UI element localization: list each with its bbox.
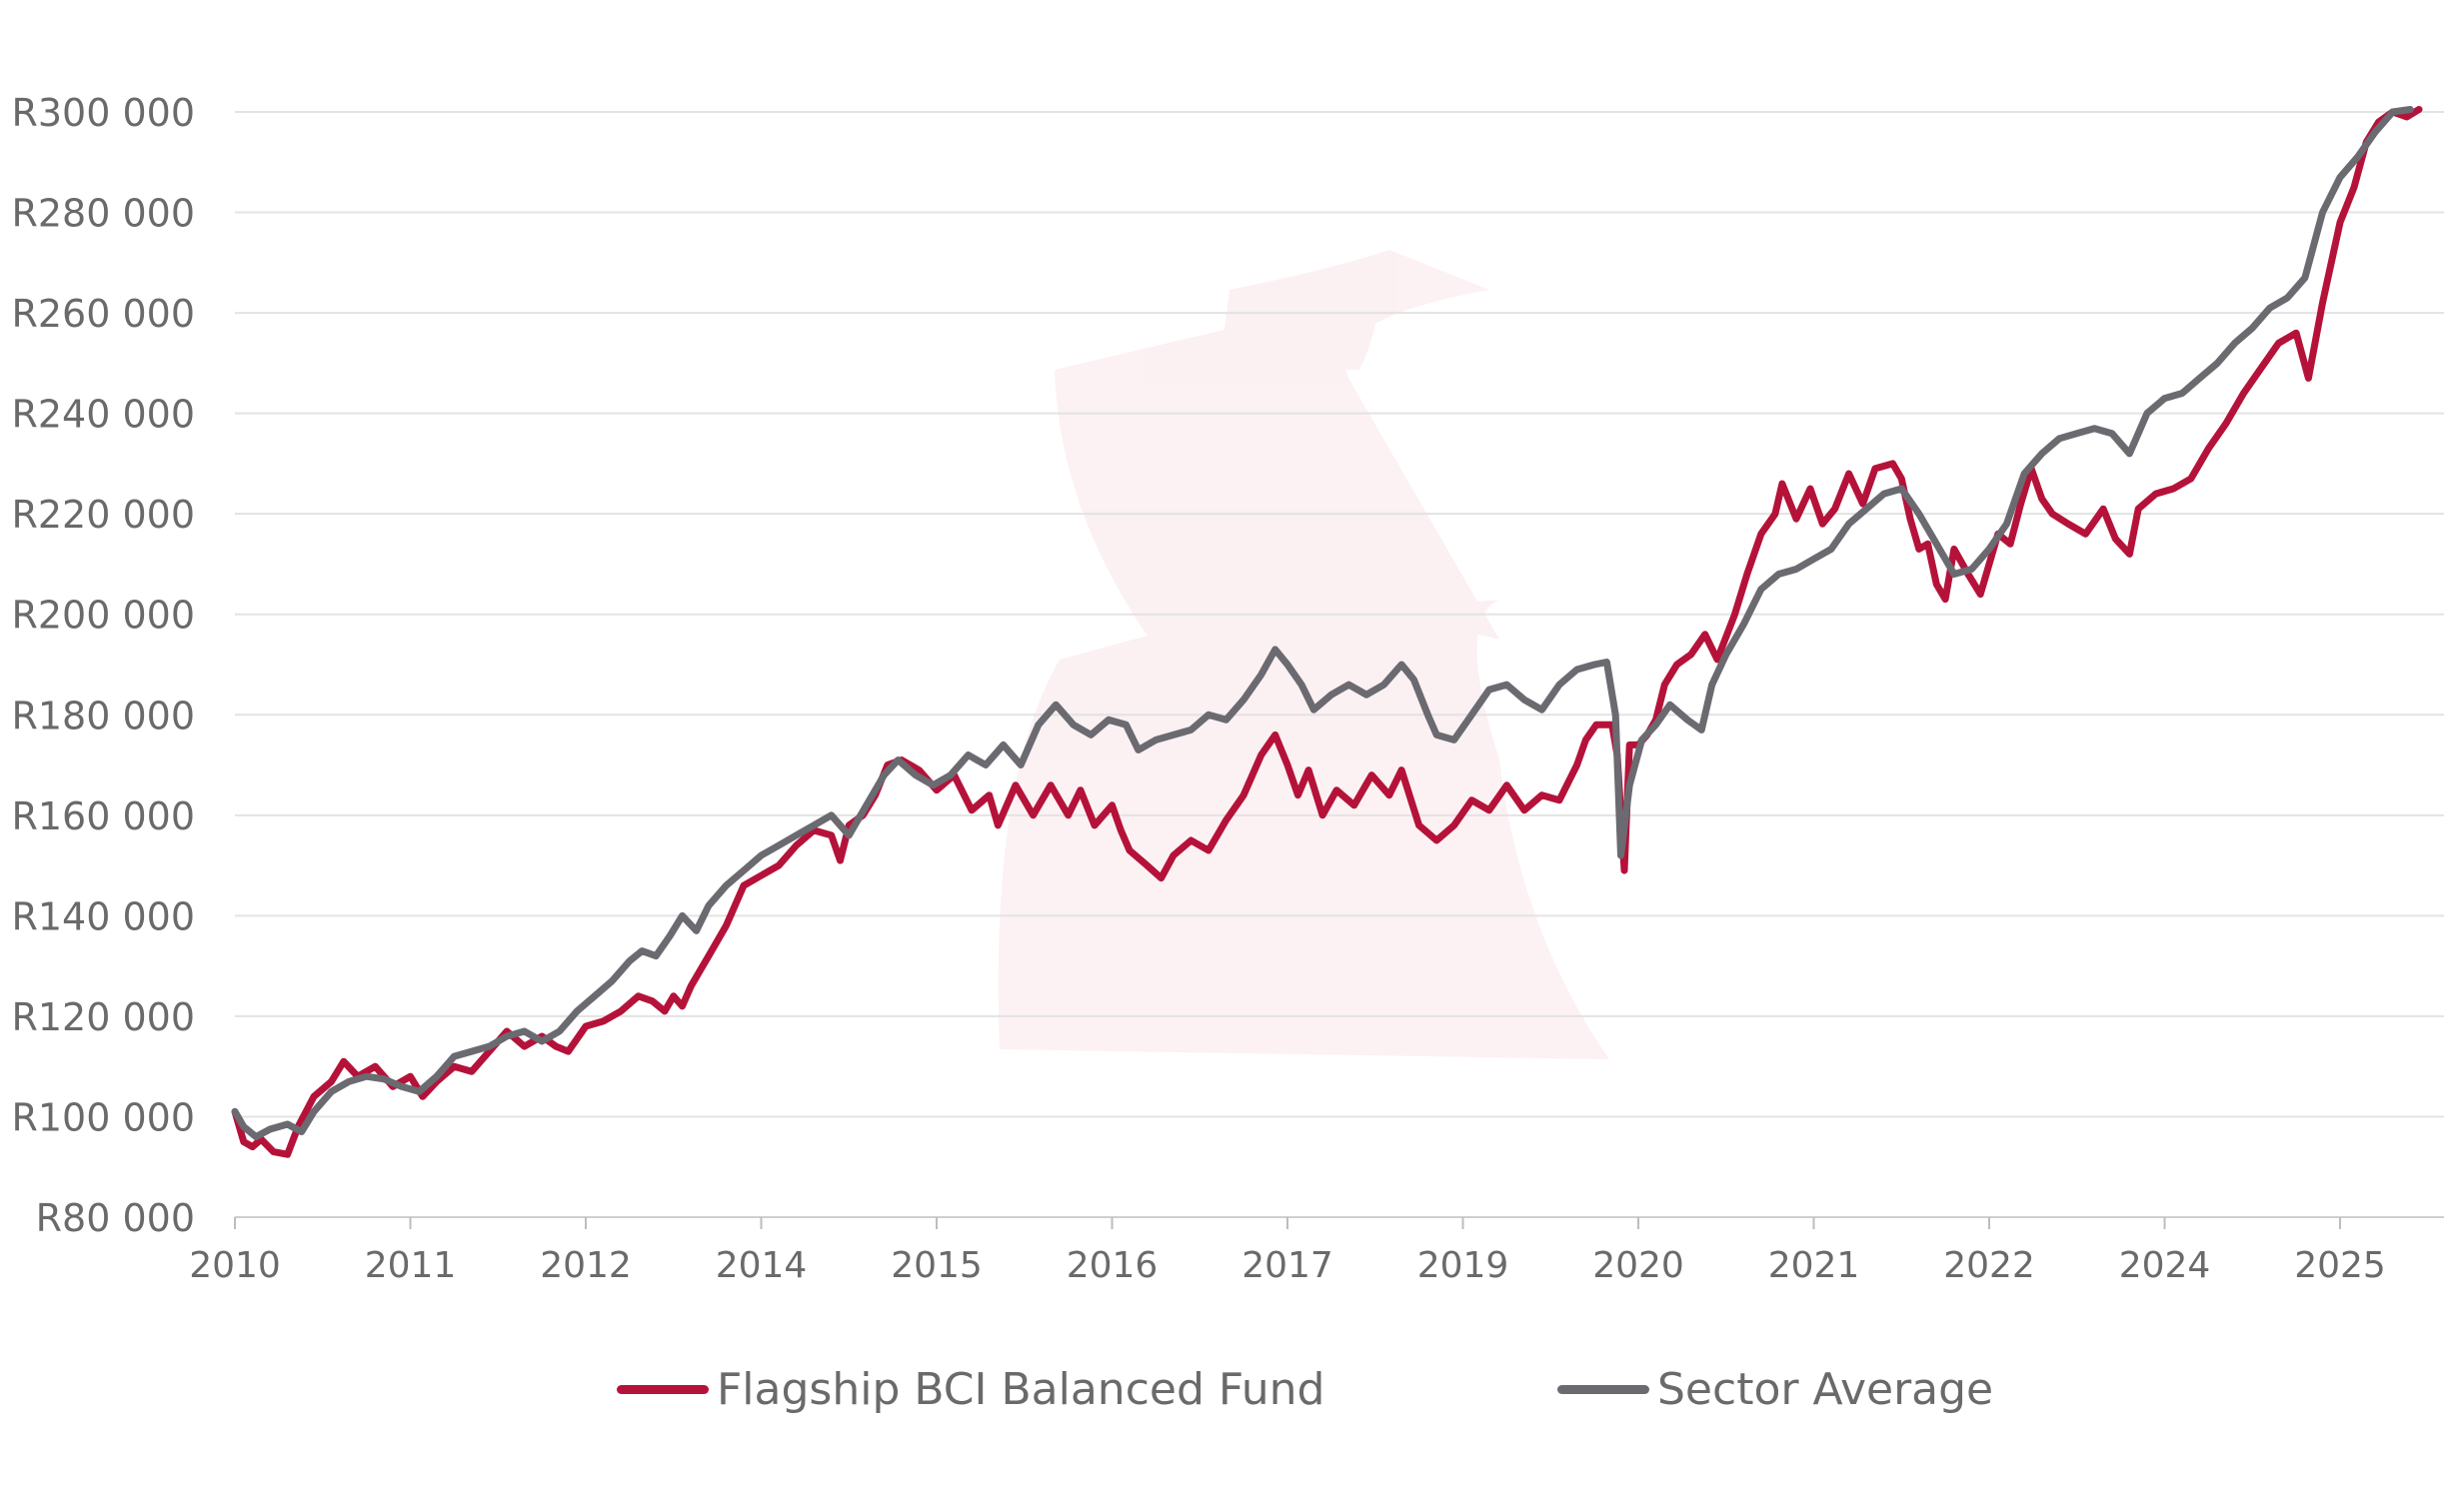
y-tick-label: R140 000 <box>11 894 195 938</box>
gridlines <box>235 111 2444 1218</box>
watermark-logo-icon <box>998 250 1609 1059</box>
y-tick-label: R240 000 <box>11 393 195 437</box>
y-axis-labels: R80 000 R100 000 R120 000 R140 000 R160 000 R… <box>11 91 195 1240</box>
legend-label-sector: Sector Average <box>1657 1363 1994 1415</box>
x-tick-label: 2012 <box>540 1245 632 1286</box>
x-tick-label: 2014 <box>716 1245 808 1286</box>
legend: Flagship BCI Balanced Fund Sector Averag… <box>0 1354 2464 1424</box>
series-line-sector-average <box>231 106 2414 1141</box>
y-tick-label: R160 000 <box>11 794 195 838</box>
legend-swatch-sector <box>1557 1384 1649 1394</box>
x-tick-label: 2020 <box>1592 1245 1684 1286</box>
legend-label-fund: Flagship BCI Balanced Fund <box>717 1363 1325 1415</box>
legend-item-fund: Flagship BCI Balanced Fund <box>617 1354 1324 1424</box>
x-tick-label: 2016 <box>1067 1245 1159 1286</box>
y-tick-label: R80 000 <box>36 1196 195 1240</box>
y-tick-label: R260 000 <box>11 292 195 336</box>
series-line-flagship-fund <box>231 106 2423 1158</box>
x-tick-label: 2011 <box>365 1245 457 1286</box>
y-tick-label: R120 000 <box>11 995 195 1039</box>
x-tick-label: 2021 <box>1768 1245 1860 1286</box>
y-tick-label: R280 000 <box>11 192 195 236</box>
x-tick-label: 2010 <box>189 1245 281 1286</box>
legend-swatch-fund <box>617 1384 709 1394</box>
x-tick-label: 2024 <box>2119 1245 2211 1286</box>
legend-item-sector: Sector Average <box>1557 1354 1993 1424</box>
y-tick-label: R220 000 <box>11 493 195 537</box>
x-tick-label: 2017 <box>1241 1245 1333 1286</box>
x-tick-label: 2022 <box>1943 1245 2035 1286</box>
x-axis-labels: 2010 2011 2012 2014 2015 2016 2017 2019 2020 2021… <box>189 1245 2386 1286</box>
y-tick-label: R200 000 <box>11 594 195 638</box>
y-tick-label: R180 000 <box>11 694 195 738</box>
x-tick-label: 2025 <box>2294 1245 2386 1286</box>
series-lines <box>231 106 2423 1158</box>
x-axis <box>234 1216 2444 1229</box>
x-tick-label: 2019 <box>1417 1245 1509 1286</box>
x-tick-label: 2015 <box>891 1245 983 1286</box>
y-tick-label: R300 000 <box>11 91 195 135</box>
y-tick-label: R100 000 <box>11 1095 195 1139</box>
